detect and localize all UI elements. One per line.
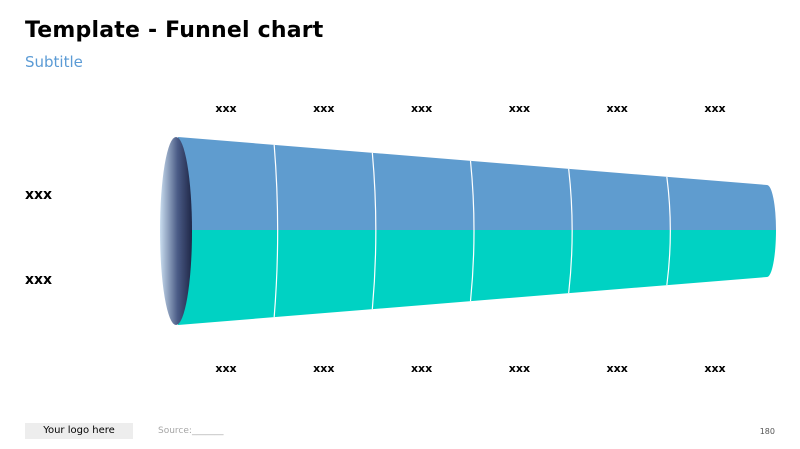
page-number: 180 (759, 427, 775, 436)
stage-bottom-label: xxx (215, 362, 236, 375)
stage-top-label: xxx (607, 102, 628, 115)
logo-placeholder: Your logo here (25, 423, 133, 439)
stage-bottom-label: xxx (411, 362, 432, 375)
funnel-band-top (178, 137, 776, 230)
stage-top-label: xxx (215, 102, 236, 115)
page-title: Template - Funnel chart (25, 18, 324, 43)
stage-bottom-label: xxx (607, 362, 628, 375)
stage-bottom-label: xxx (313, 362, 334, 375)
stage-top-label: xxx (313, 102, 334, 115)
funnel-stage-divider (273, 144, 279, 318)
funnel-stage-divider (666, 176, 671, 286)
stage-top-label: xxx (509, 102, 530, 115)
funnel-mouth (160, 137, 192, 325)
funnel-stage-divider (568, 168, 573, 294)
stage-bottom-label: xxx (509, 362, 530, 375)
page-subtitle: Subtitle (25, 53, 83, 71)
funnel-labels: xxx xxx xxx xxx xxx xxx xxx xxx xxx xxx xxx xxx xxx x… (25, 102, 726, 375)
stage-top-label: xxx (411, 102, 432, 115)
stage-top-label: xxx (704, 102, 725, 115)
source-note: Source:_______ (158, 426, 224, 436)
stage-bottom-label: xxx (704, 362, 725, 375)
funnel-stage-divider (469, 160, 475, 302)
series-label-top: xxx (25, 187, 52, 203)
funnel-stage-divider (371, 152, 377, 310)
series-label-bottom: xxx (25, 272, 52, 288)
funnel-band-bottom (178, 230, 776, 325)
funnel-body (160, 137, 776, 325)
